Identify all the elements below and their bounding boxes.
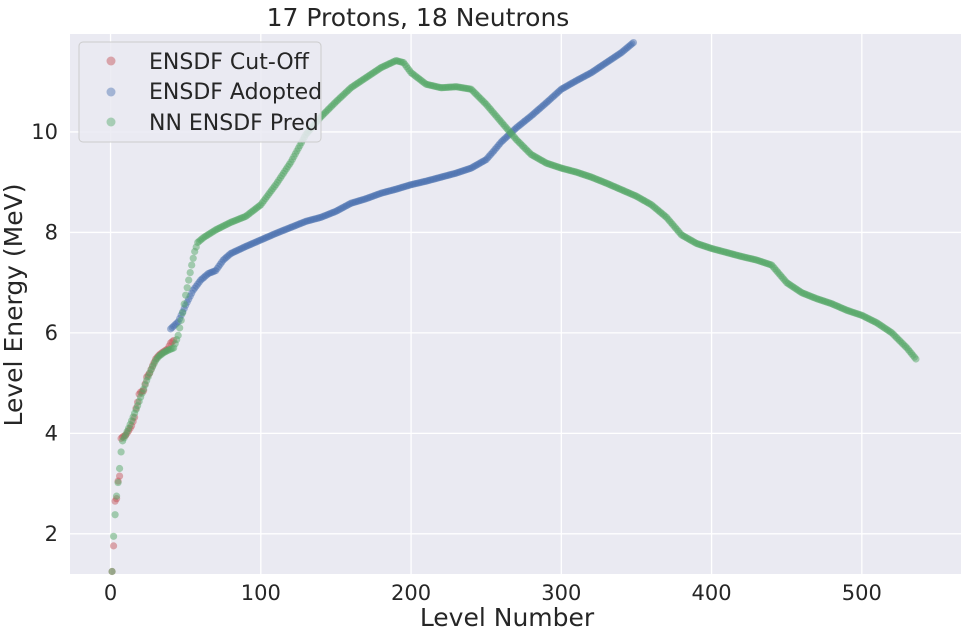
x-axis-label: Level Number: [420, 603, 595, 632]
point-nn: [177, 316, 185, 324]
x-tick-label: 200: [391, 581, 431, 605]
y-axis-label: Level Energy (MeV): [0, 184, 28, 427]
x-tick-label: 400: [692, 581, 732, 605]
point-nn: [186, 269, 194, 277]
point-nn: [189, 254, 197, 262]
series-adopted: [167, 38, 638, 333]
point-nn: [117, 448, 125, 456]
legend-box: [78, 41, 322, 143]
series-nn: [108, 57, 920, 576]
point-nn: [179, 309, 187, 317]
point-nn: [108, 567, 116, 576]
point-nn: [176, 324, 184, 332]
y-tick-label: 10: [31, 120, 58, 144]
y-tick-label: 4: [45, 421, 58, 445]
legend-marker-cutoff: [106, 56, 116, 66]
x-tick-label: 300: [541, 581, 581, 605]
x-tick-labels: 0 100 200 300 400 500: [104, 581, 882, 605]
y-tick-label: 8: [45, 220, 58, 244]
y-tick-label: 6: [45, 321, 58, 345]
point-nn: [112, 492, 121, 500]
point-nn: [111, 511, 119, 519]
point-nn: [114, 478, 122, 487]
x-tick-label: 100: [241, 581, 281, 605]
y-tick-labels: 2 4 6 8 10: [31, 120, 58, 546]
point-adopted: [629, 38, 638, 47]
y-tick-label: 2: [45, 522, 58, 546]
point-cutoff: [115, 472, 124, 480]
x-tick-label: 0: [104, 581, 117, 605]
point-nn: [185, 276, 193, 284]
legend-label-nn: NN ENSDF Pred: [149, 111, 319, 136]
legend: ENSDF Cut-Off ENSDF Adopted NN ENSDF Pre…: [78, 41, 322, 143]
legend-label-adopted: ENSDF Adopted: [149, 80, 322, 105]
point-nn: [182, 291, 190, 299]
chart-title: 17 Protons, 18 Neutrons: [267, 3, 570, 32]
legend-label-cutoff: ENSDF Cut-Off: [149, 50, 310, 75]
legend-marker-adopted: [106, 87, 116, 97]
point-nn: [180, 300, 188, 308]
point-nn: [174, 331, 182, 339]
x-tick-label: 500: [842, 581, 882, 605]
point-nn: [183, 284, 191, 292]
point-nn: [912, 355, 920, 363]
point-cutoff: [109, 542, 118, 550]
point-nn: [188, 261, 196, 269]
data-points: [108, 38, 920, 576]
point-nn: [115, 464, 124, 473]
point-nn: [109, 532, 118, 540]
legend-marker-nn: [106, 117, 116, 127]
